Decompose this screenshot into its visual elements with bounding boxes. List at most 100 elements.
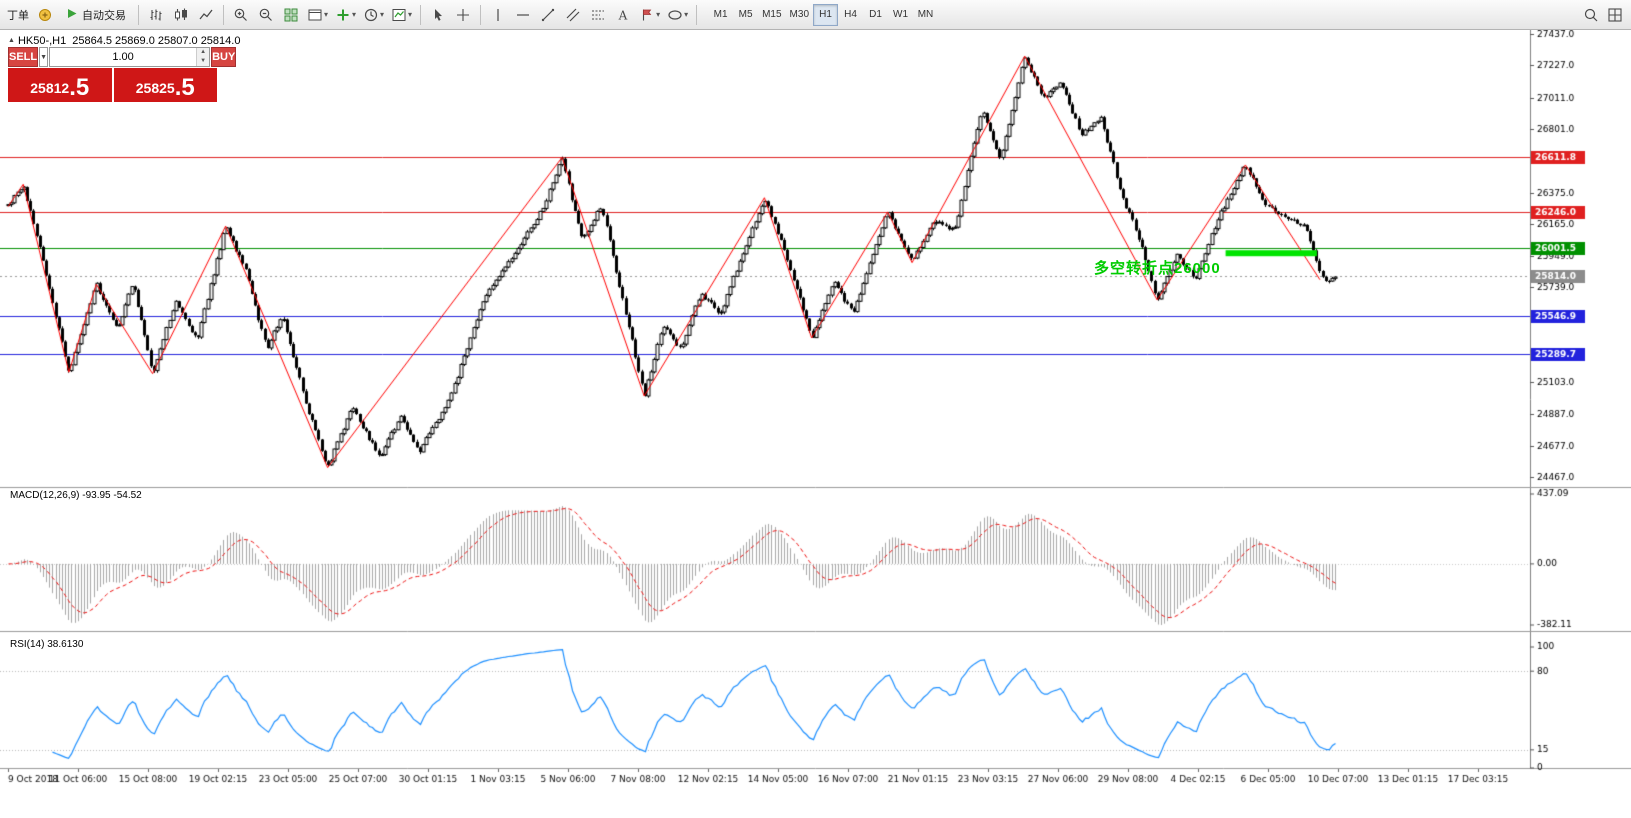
cursor-icon	[430, 7, 446, 23]
chart-grid-button[interactable]	[1603, 3, 1627, 27]
new-chart-button[interactable]: ▾	[304, 3, 331, 27]
channel-icon	[565, 7, 581, 23]
autotrade-button[interactable]: 自动交易	[58, 4, 133, 26]
price-axis[interactable]	[1530, 30, 1631, 769]
text-icon: A	[615, 7, 631, 23]
ask-main-digits: 25825	[135, 80, 175, 96]
ask-frac-digits: .5	[174, 74, 195, 101]
vertical-line-button[interactable]	[486, 3, 510, 27]
toolbar-separator	[480, 4, 482, 25]
ask-price-box[interactable]: 25825.5	[113, 68, 217, 102]
timeframe-group: M1 M5 M15 M30 H1 H4 D1 W1 MN	[708, 3, 938, 26]
sell-button[interactable]: SELL	[8, 47, 39, 67]
periods-button[interactable]: ▾	[360, 3, 387, 27]
search-icon	[1583, 7, 1599, 23]
rsi-indicator-label: RSI(14) 38.6130	[10, 639, 84, 650]
bar-chart-button[interactable]	[144, 3, 168, 27]
chart-canvas[interactable]	[0, 30, 1631, 818]
timeframe-m30[interactable]: M30	[786, 4, 813, 26]
tile-windows-button[interactable]	[279, 3, 303, 27]
new-order-button[interactable]	[33, 3, 57, 27]
horizontal-line-button[interactable]	[511, 3, 535, 27]
line-chart-icon	[198, 7, 214, 23]
candlestick-chart-button[interactable]	[169, 3, 193, 27]
indicators-button[interactable]: ▾	[332, 3, 359, 27]
crosshair-button[interactable]	[451, 3, 475, 27]
toolbar-separator	[223, 4, 224, 25]
buy-button[interactable]: BUY	[211, 47, 237, 67]
ohlc-values: 25864.5 25869.0 25807.0 25814.0	[72, 35, 241, 47]
templates-icon	[391, 7, 407, 23]
autotrade-label: 自动交易	[82, 9, 126, 22]
chevron-down-icon: ▾	[656, 10, 661, 19]
trendline-button[interactable]	[536, 3, 560, 27]
fibonacci-button[interactable]	[586, 3, 610, 27]
chart-title: ▲ HK50-,H1 25864.5 25869.0 25807.0 25814.0	[8, 35, 240, 47]
bar-chart-icon	[148, 7, 164, 23]
toolbar-separator	[696, 4, 698, 25]
chevron-down-icon: ▾	[324, 10, 329, 19]
indicators-plus-icon	[335, 7, 351, 23]
volume-input[interactable]	[50, 48, 197, 66]
shapes-button[interactable]: ▾	[664, 3, 691, 27]
zoom-out-button[interactable]	[254, 3, 278, 27]
timeframe-m1[interactable]: M1	[708, 4, 733, 26]
fibonacci-icon	[590, 7, 606, 23]
horizontal-line-icon	[515, 7, 531, 23]
crosshair-icon	[455, 7, 471, 23]
bid-frac-digits: .5	[69, 74, 90, 101]
channel-button[interactable]	[561, 3, 585, 27]
toolbar-right-group	[1579, 3, 1627, 27]
arrow-label-icon	[639, 7, 655, 23]
zoom-in-icon	[233, 7, 249, 23]
toolbar-separator	[420, 4, 422, 25]
chart-collapse-icon[interactable]: ▲	[8, 37, 15, 44]
bid-price-box[interactable]: 25812.5	[8, 68, 112, 102]
trendline-icon	[540, 7, 556, 23]
chevron-down-icon: ▾	[408, 10, 413, 19]
time-axis[interactable]	[0, 769, 1530, 789]
turning-point-annotation: 多空转折点26000	[1094, 260, 1221, 277]
text-button[interactable]: A	[611, 3, 635, 27]
zoom-out-icon	[258, 7, 274, 23]
chevron-down-icon: ▾	[684, 10, 689, 19]
arrow-label-button[interactable]: ▾	[636, 3, 663, 27]
timeframe-m5[interactable]: M5	[733, 4, 758, 26]
timeframe-m15[interactable]: M15	[758, 4, 785, 26]
chevron-down-icon: ▾	[352, 10, 357, 19]
panel-separator-macd-rsi[interactable]	[0, 630, 1631, 634]
volume-dropdown-icon[interactable]: ▼	[39, 47, 49, 67]
line-chart-button[interactable]	[194, 3, 218, 27]
new-order-icon	[37, 7, 53, 23]
chart-grid-icon	[1607, 7, 1623, 23]
autotrade-play-icon	[65, 7, 78, 23]
zoom-in-button[interactable]	[229, 3, 253, 27]
one-click-trading-panel: SELL ▼ ▲ ▼ BUY 25812.5 25825.5	[8, 47, 237, 102]
panel-separator-main-macd[interactable]	[0, 486, 1631, 490]
new-chart-icon	[307, 7, 323, 23]
candlestick-chart-icon	[173, 7, 189, 23]
toolbar: 丁单 自动交易 ▾ ▾ ▾ ▾ A ▾ ▾ M1 M5 M15 M30 H1	[0, 0, 1631, 30]
timeframe-h4[interactable]: H4	[838, 4, 863, 26]
search-button[interactable]	[1579, 3, 1603, 27]
pending-order-button[interactable]: 丁单	[7, 9, 29, 22]
volume-stepper: ▲ ▼	[196, 48, 210, 66]
volume-up-icon[interactable]: ▲	[197, 48, 210, 57]
macd-indicator-label: MACD(12,26,9) -93.95 -54.52	[10, 490, 142, 501]
volume-down-icon[interactable]: ▼	[197, 57, 210, 66]
cursor-button[interactable]	[426, 3, 450, 27]
volume-field: ▲ ▼	[49, 47, 211, 67]
shapes-icon	[667, 7, 683, 23]
toolbar-separator	[138, 4, 139, 25]
timeframe-mn[interactable]: MN	[913, 4, 938, 26]
timeframe-w1[interactable]: W1	[888, 4, 913, 26]
tile-windows-icon	[283, 7, 299, 23]
templates-button[interactable]: ▾	[388, 3, 415, 27]
vertical-line-icon	[490, 7, 506, 23]
timeframe-h1[interactable]: H1	[813, 3, 838, 26]
periods-clock-icon	[363, 7, 379, 23]
timeframe-d1[interactable]: D1	[863, 4, 888, 26]
svg-text:A: A	[618, 8, 628, 22]
bid-main-digits: 25812	[30, 80, 70, 96]
